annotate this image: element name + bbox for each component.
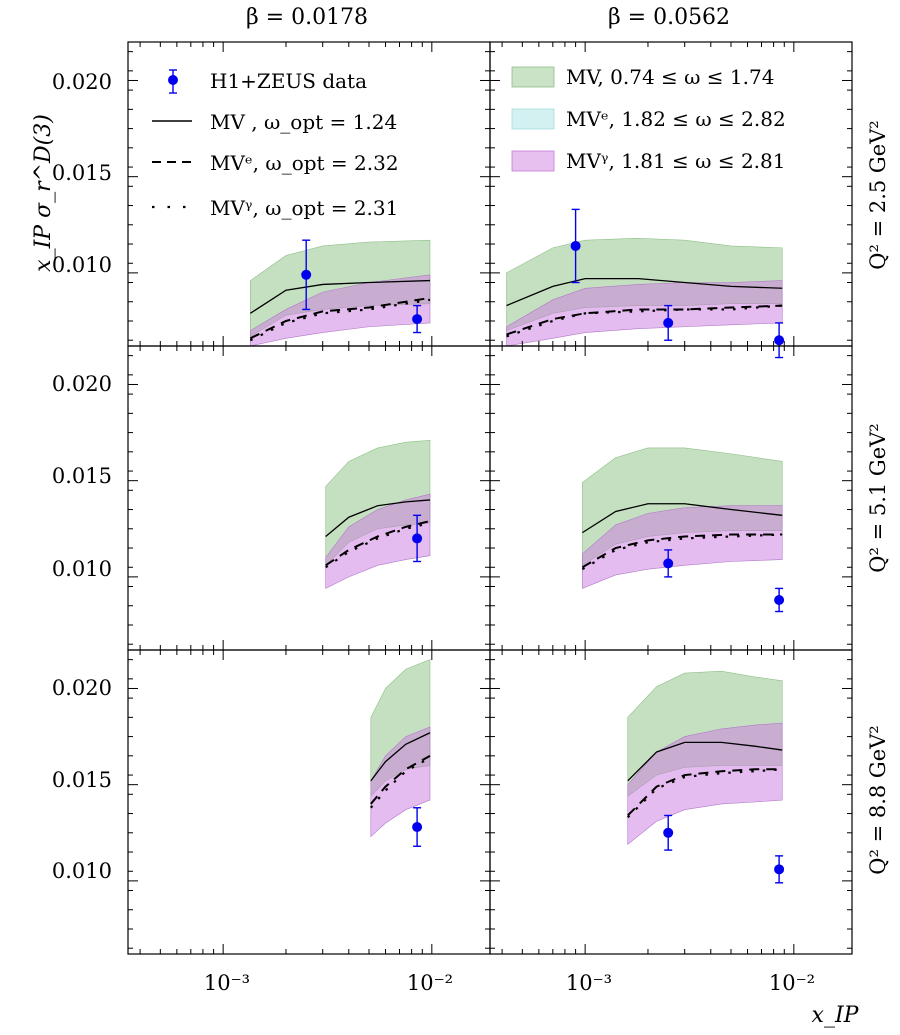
mvg-line-r2c2 <box>581 533 783 571</box>
x-tick-labels: 10⁻³ 10⁻² 10⁻³ 10⁻² <box>204 971 815 995</box>
ytick-label-row2-015: 0.015 <box>52 464 112 488</box>
ytick-label-row1-020: 0.020 <box>52 70 112 94</box>
mve-line-r1c2 <box>506 304 783 336</box>
legend-label-mvg-band: MVᵞ, 1.81 ≤ ω ≤ 2.81 <box>566 149 785 173</box>
mve-line-r3c1 <box>370 754 431 805</box>
data-r2c2-1-marker <box>663 558 674 569</box>
xtick-label-right-1e-3: 10⁻³ <box>566 971 612 995</box>
panel-frame-r2c1 <box>127 345 491 651</box>
mve-line-r1c1 <box>249 296 431 340</box>
mve-line-r3c2 <box>627 768 783 817</box>
panel-frame-r3c1 <box>127 649 491 955</box>
data-r2c1-1-marker <box>412 533 423 544</box>
panel-frames <box>127 41 853 955</box>
mve-line-r2c2 <box>581 533 783 569</box>
legend-label-mve: MVᵉ, ω_opt = 2.32 <box>210 151 399 175</box>
mvg-band-r2c2 <box>582 505 783 589</box>
data-r1c2-1-marker <box>570 240 581 251</box>
ytick-label-row3-015: 0.015 <box>52 768 112 792</box>
mv-line-r2c1 <box>325 499 431 537</box>
panel-frame-r3c2 <box>489 649 853 955</box>
data-r1c2-3-marker <box>774 335 785 346</box>
mvg-band-r3c2 <box>627 722 783 845</box>
row-label-q2-2-5: Q² = 2.5 GeV² <box>866 120 890 269</box>
legend-bands: MV, 0.74 ≤ ω ≤ 1.74 MVᵉ, 1.82 ≤ ω ≤ 2.82… <box>511 65 786 173</box>
legend-lines: H1+ZEUS data MV , ω_opt = 1.24 MVᵉ, ω_op… <box>152 69 399 220</box>
mv-line-r1c2 <box>506 278 783 307</box>
ytick-label-row3-020: 0.020 <box>52 676 112 700</box>
legend-label-mvg: MVᵞ, ω_opt = 2.31 <box>210 196 398 220</box>
x-axis-title: x_IP <box>812 1003 860 1028</box>
data-r3c1-1-marker <box>412 822 423 833</box>
mvg-line-r2c1 <box>325 521 431 569</box>
legend-label-mve-band: MVᵉ, 1.82 ≤ ω ≤ 2.82 <box>566 107 786 131</box>
mvg-band-r3c1 <box>370 726 431 838</box>
mvg-line-r3c1 <box>369 756 431 809</box>
xtick-label-left-1e-2: 10⁻² <box>407 971 453 995</box>
legend-label-data: H1+ZEUS data <box>210 69 367 93</box>
tick-marks <box>128 42 852 954</box>
data-r1c2-2-marker <box>663 317 674 328</box>
mv-line-r3c1 <box>370 732 431 782</box>
xtick-label-left-1e-3: 10⁻³ <box>204 971 250 995</box>
bands-layer <box>250 237 783 845</box>
data-points-layer <box>301 208 785 884</box>
ytick-label-row3-010: 0.010 <box>52 859 112 883</box>
y-tick-labels: 0.020 0.015 0.010 0.020 0.015 0.010 0.02… <box>52 70 112 883</box>
mv-line-r2c2 <box>582 503 783 534</box>
legend-label-mv: MV , ω_opt = 1.24 <box>210 110 397 134</box>
ytick-label-row2-020: 0.020 <box>52 372 112 396</box>
data-r3c2-2-marker <box>774 864 785 875</box>
legend-data-marker <box>168 75 178 85</box>
legend-swatch-mvg-band <box>511 150 555 172</box>
legend-swatch-mve-band <box>511 108 555 130</box>
legend-label-mv-band: MV, 0.74 ≤ ω ≤ 1.74 <box>566 65 774 89</box>
ytick-label-row2-010: 0.010 <box>52 557 112 581</box>
column-title-beta-2: β = 0.0562 <box>608 5 730 30</box>
mv-line-r3c2 <box>627 741 783 782</box>
column-title-beta-1: β = 0.0178 <box>246 5 368 30</box>
row-label-q2-5-1: Q² = 5.1 GeV² <box>866 423 890 572</box>
lines-layer <box>249 278 783 819</box>
data-r1c1-1-marker <box>301 269 312 280</box>
data-r3c2-1-marker <box>663 827 674 838</box>
ytick-label-row1-010: 0.010 <box>52 253 112 277</box>
ytick-label-row1-015: 0.015 <box>52 161 112 185</box>
data-r2c2-2-marker <box>774 594 785 605</box>
legend-swatch-mv-band <box>511 66 555 88</box>
mv-line-r1c1 <box>249 279 431 314</box>
mvg-band-r2c1 <box>325 493 431 589</box>
data-r1c1-2-marker <box>412 314 423 325</box>
xtick-label-right-1e-2: 10⁻² <box>769 971 815 995</box>
y-axis-title: x_IP σ_r^D(3) <box>31 114 56 272</box>
row-label-q2-8-8: Q² = 8.8 GeV² <box>866 725 890 874</box>
mvg-band-r1c1 <box>250 274 431 346</box>
mve-line-r2c1 <box>325 520 431 567</box>
